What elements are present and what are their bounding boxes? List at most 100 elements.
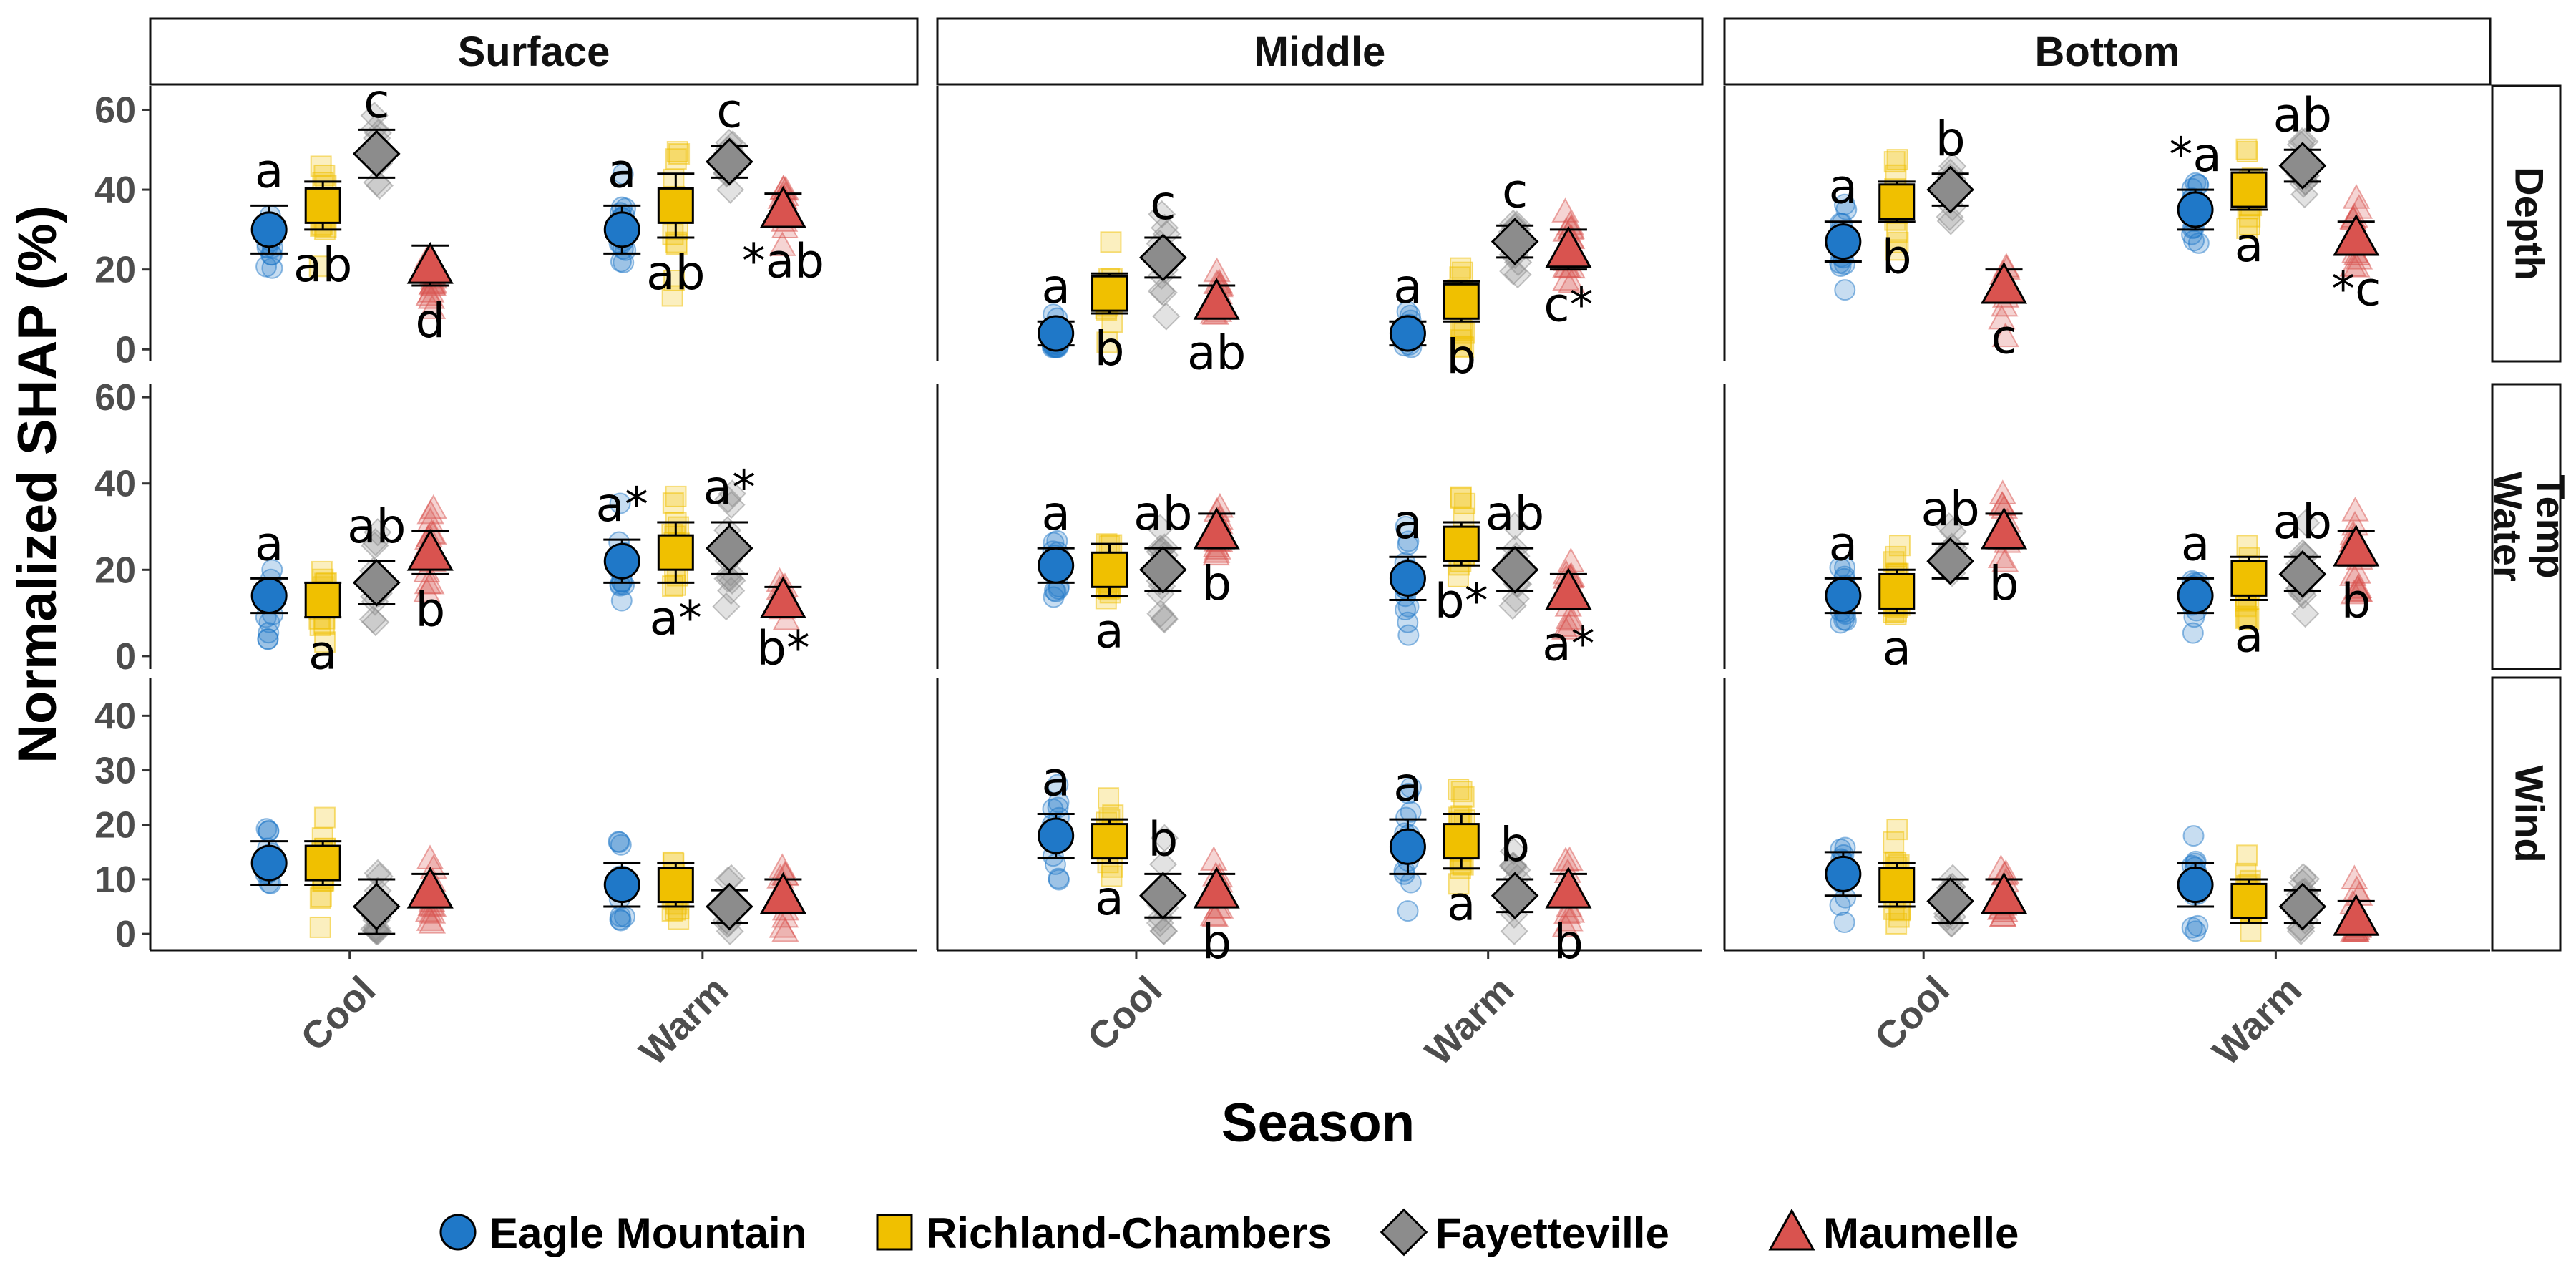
mean-point bbox=[2278, 882, 2327, 931]
mean-point bbox=[1825, 223, 1862, 260]
mean-point bbox=[1981, 261, 2028, 304]
mean-point bbox=[706, 882, 753, 931]
raw-point bbox=[1551, 847, 1580, 872]
raw-point bbox=[1448, 779, 1470, 801]
raw-point bbox=[2185, 920, 2207, 942]
mean-point bbox=[2333, 213, 2380, 256]
raw-point bbox=[668, 908, 690, 930]
raw-point bbox=[1146, 600, 1175, 628]
raw-point bbox=[364, 518, 392, 547]
raw-point bbox=[1147, 277, 1176, 306]
raw-point bbox=[1555, 612, 1583, 638]
raw-point bbox=[1886, 819, 1908, 841]
raw-point bbox=[2236, 141, 2258, 163]
significance-letter: a* bbox=[1542, 617, 1594, 672]
raw-point bbox=[1557, 268, 1586, 293]
mean-point bbox=[603, 867, 640, 904]
raw-point bbox=[716, 175, 745, 204]
mean-point bbox=[1981, 872, 2028, 914]
significance-letter: a bbox=[2235, 608, 2263, 663]
mean-point bbox=[603, 211, 640, 248]
x-tick-label: Cool bbox=[1079, 968, 1170, 1059]
mean-point bbox=[1038, 315, 1075, 352]
mean-point bbox=[1091, 551, 1128, 588]
mean-point bbox=[406, 867, 454, 909]
mean-point bbox=[2177, 577, 2214, 614]
mean-point bbox=[759, 872, 806, 914]
mean-point bbox=[250, 844, 288, 882]
significance-letter: a bbox=[1829, 516, 1858, 571]
significance-letter: b bbox=[1095, 321, 1125, 376]
y-tick-label: 0 bbox=[115, 329, 136, 371]
raw-point bbox=[1397, 900, 1419, 922]
raw-point bbox=[418, 899, 447, 924]
strip-right-box bbox=[2491, 84, 2562, 363]
raw-point bbox=[1100, 231, 1122, 253]
significance-letter: c* bbox=[1543, 278, 1593, 333]
raw-point bbox=[1498, 592, 1527, 620]
raw-point bbox=[1555, 604, 1584, 630]
raw-point bbox=[1447, 565, 1469, 587]
strip-top-box bbox=[149, 17, 919, 86]
mean-point bbox=[1926, 165, 1974, 214]
raw-point bbox=[1048, 867, 1070, 889]
raw-point bbox=[313, 806, 336, 829]
mean-point bbox=[1389, 828, 1426, 865]
raw-point bbox=[1400, 872, 1422, 894]
raw-point bbox=[1834, 279, 1856, 301]
significance-letter: b bbox=[1201, 556, 1231, 611]
significance-letter: *ab bbox=[742, 233, 824, 288]
raw-point bbox=[1150, 605, 1179, 634]
raw-point bbox=[610, 909, 632, 932]
raw-point bbox=[1552, 265, 1580, 291]
significance-letter: a bbox=[608, 143, 636, 198]
raw-point bbox=[308, 255, 331, 278]
y-tick-label: 40 bbox=[94, 464, 136, 505]
raw-point bbox=[2339, 252, 2367, 277]
significance-letter: b bbox=[1148, 811, 1178, 867]
mean-point bbox=[2177, 867, 2214, 904]
y-tick-label: 20 bbox=[94, 805, 136, 847]
raw-point bbox=[1450, 329, 1473, 351]
mean-point bbox=[250, 577, 288, 614]
raw-point bbox=[418, 294, 447, 320]
raw-point bbox=[1987, 543, 2016, 569]
mean-point bbox=[1091, 275, 1128, 312]
raw-point bbox=[1988, 304, 2016, 330]
legend-label: Richland-Chambers bbox=[926, 1209, 1332, 1257]
mean-point bbox=[304, 187, 341, 224]
mean-point bbox=[1491, 218, 1539, 265]
raw-point bbox=[1146, 514, 1174, 542]
mean-point bbox=[759, 185, 806, 228]
strip-top-label: Surface bbox=[458, 29, 610, 75]
significance-letter: a bbox=[1447, 877, 1475, 932]
mean-point bbox=[1825, 855, 1862, 892]
raw-point bbox=[609, 492, 631, 514]
y-tick-label: 20 bbox=[94, 250, 136, 291]
raw-point bbox=[2236, 844, 2258, 867]
raw-point bbox=[1886, 149, 1908, 171]
significance-letter: c bbox=[1991, 309, 2016, 364]
mean-point bbox=[1443, 525, 1480, 562]
significance-letter: a bbox=[1393, 494, 1422, 550]
significance-letter: a bbox=[255, 143, 283, 198]
significance-letter: a bbox=[1041, 752, 1070, 807]
significance-letter: a bbox=[308, 625, 337, 680]
raw-point bbox=[1047, 774, 1069, 796]
mean-point bbox=[352, 130, 401, 178]
raw-point bbox=[2181, 917, 2203, 939]
mean-point bbox=[304, 844, 341, 882]
significance-letter: a bbox=[1041, 259, 1070, 314]
mean-point bbox=[1139, 545, 1187, 594]
mean-point bbox=[1193, 278, 1240, 320]
y-tick-label: 20 bbox=[94, 550, 136, 591]
raw-point bbox=[1991, 322, 2019, 348]
significance-letter: ab bbox=[1921, 482, 1979, 537]
raw-point bbox=[2342, 184, 2371, 209]
significance-letter: *a bbox=[2169, 127, 2221, 182]
y-tick-label: 40 bbox=[94, 696, 136, 737]
raw-point bbox=[771, 917, 799, 942]
raw-point bbox=[713, 485, 743, 514]
mean-point bbox=[1878, 867, 1916, 904]
